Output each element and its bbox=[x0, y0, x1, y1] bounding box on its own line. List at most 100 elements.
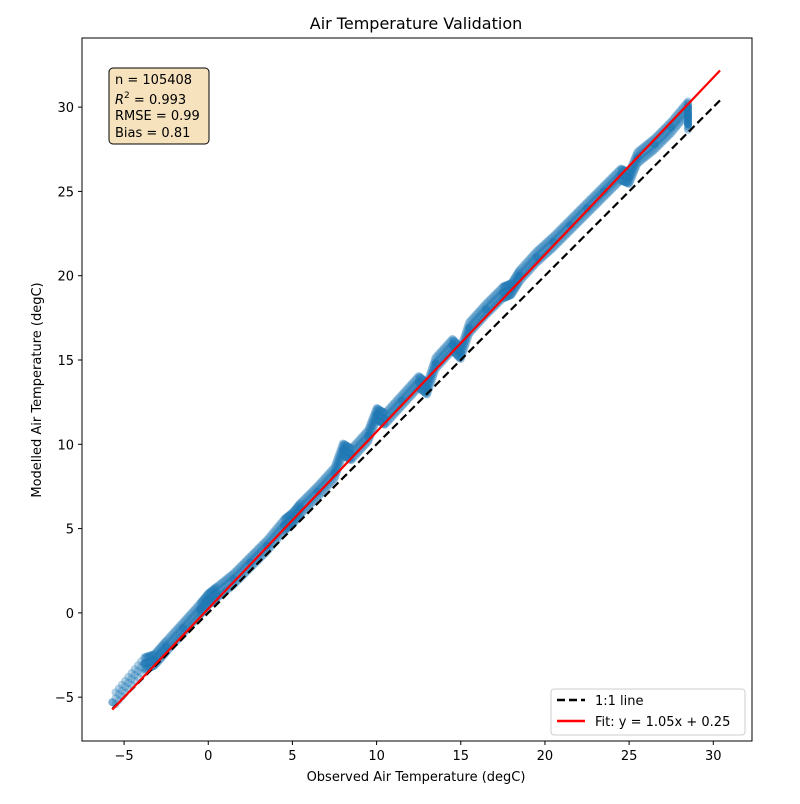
scatter-point bbox=[237, 560, 246, 569]
scatter-point bbox=[684, 110, 693, 119]
scatter-point bbox=[684, 110, 693, 119]
scatter-point bbox=[273, 523, 282, 532]
scatter-point bbox=[323, 470, 332, 479]
scatter-point bbox=[508, 276, 517, 285]
scatter-point bbox=[427, 377, 436, 386]
scatter-point bbox=[653, 142, 662, 151]
scatter-point bbox=[205, 594, 214, 603]
scatter-point bbox=[371, 418, 380, 427]
scatter-point bbox=[487, 300, 496, 309]
scatter-point bbox=[436, 353, 445, 362]
scatter-point bbox=[387, 413, 396, 422]
scatter-point bbox=[221, 576, 230, 585]
scatter-point bbox=[339, 451, 348, 460]
scatter-point bbox=[372, 409, 381, 418]
scatter-point bbox=[426, 380, 435, 389]
scatter-point bbox=[525, 260, 534, 269]
scatter-point bbox=[535, 250, 544, 259]
scatter-point bbox=[382, 419, 391, 428]
scatter-point bbox=[399, 388, 408, 397]
x-axis-label: Observed Air Temperature (degC) bbox=[307, 770, 526, 785]
scatter-point bbox=[144, 658, 153, 667]
scatter-point bbox=[507, 279, 516, 288]
scatter-point bbox=[473, 308, 482, 317]
scatter-point bbox=[460, 345, 469, 354]
scatter-point bbox=[648, 147, 657, 156]
scatter-point bbox=[646, 148, 655, 157]
scatter-point bbox=[335, 454, 344, 463]
scatter-point bbox=[423, 382, 432, 391]
scatter-point bbox=[591, 195, 600, 204]
scatter-point bbox=[204, 595, 213, 604]
scatter-point bbox=[684, 113, 693, 122]
scatter-point bbox=[364, 425, 373, 434]
scatter-point bbox=[210, 596, 219, 605]
scatter-point bbox=[347, 456, 356, 465]
scatter-point bbox=[387, 401, 396, 410]
scatter-point bbox=[192, 615, 201, 624]
scatter-point bbox=[322, 472, 331, 481]
scatter-point bbox=[254, 549, 263, 558]
scatter-point bbox=[678, 115, 687, 124]
scatter-point bbox=[380, 408, 389, 417]
scatter-point bbox=[458, 344, 467, 353]
scatter-point bbox=[151, 648, 160, 657]
scatter-point bbox=[684, 114, 693, 123]
scatter-point bbox=[431, 359, 440, 368]
scatter-point bbox=[460, 342, 469, 351]
scatter-point bbox=[618, 177, 627, 186]
scatter-point bbox=[438, 351, 447, 360]
scatter-point bbox=[341, 440, 350, 449]
scatter-point bbox=[625, 171, 634, 180]
scatter-point bbox=[281, 513, 290, 522]
y-tick-label: −5 bbox=[55, 691, 74, 706]
legend-label-1to1: 1:1 line bbox=[595, 694, 644, 709]
scatter-point bbox=[512, 283, 521, 292]
scatter-point bbox=[343, 442, 352, 451]
scatter-point bbox=[629, 169, 638, 178]
scatter-point bbox=[677, 117, 686, 126]
scatter-point bbox=[375, 406, 384, 415]
scatter-point bbox=[117, 686, 126, 695]
scatter-point bbox=[407, 379, 416, 388]
scatter-point bbox=[606, 174, 615, 183]
scatter-point bbox=[114, 684, 123, 693]
scatter-point bbox=[206, 593, 215, 602]
scatter-point bbox=[180, 616, 189, 625]
scatter-point bbox=[117, 680, 126, 689]
scatter-point bbox=[190, 611, 199, 620]
scatter-point bbox=[633, 159, 642, 168]
scatter-point bbox=[185, 610, 194, 619]
scatter-point bbox=[205, 594, 214, 603]
scatter-point bbox=[509, 275, 518, 284]
scatter-point bbox=[527, 258, 536, 267]
scatter-point bbox=[475, 312, 484, 321]
scatter-point bbox=[492, 289, 501, 298]
scatter-point bbox=[375, 411, 384, 420]
scatter-point bbox=[374, 410, 383, 419]
scatter-point bbox=[459, 347, 468, 356]
scatter-point bbox=[209, 597, 218, 606]
scatter-point bbox=[280, 514, 289, 523]
scatter-point bbox=[155, 644, 164, 653]
scatter-point bbox=[632, 161, 641, 170]
scatter-point bbox=[628, 171, 637, 180]
scatter-point bbox=[684, 111, 693, 120]
scatter-point bbox=[342, 441, 351, 450]
scatter-point bbox=[448, 334, 457, 343]
legend-label-fit: Fit: y = 1.05x + 0.25 bbox=[595, 715, 730, 730]
scatter-point bbox=[488, 292, 497, 301]
scatter-point bbox=[451, 338, 460, 347]
scatter-point bbox=[124, 672, 133, 681]
scatter-point bbox=[625, 179, 634, 188]
scatter-point bbox=[549, 243, 558, 252]
scatter-point bbox=[246, 558, 255, 567]
scatter-point bbox=[468, 314, 477, 323]
scatter-point bbox=[524, 262, 533, 271]
scatter-point bbox=[657, 139, 666, 148]
stat-n: n = 105408 bbox=[115, 73, 192, 88]
scatter-point bbox=[352, 450, 361, 459]
scatter-point bbox=[354, 437, 363, 446]
scatter-point bbox=[500, 281, 509, 290]
